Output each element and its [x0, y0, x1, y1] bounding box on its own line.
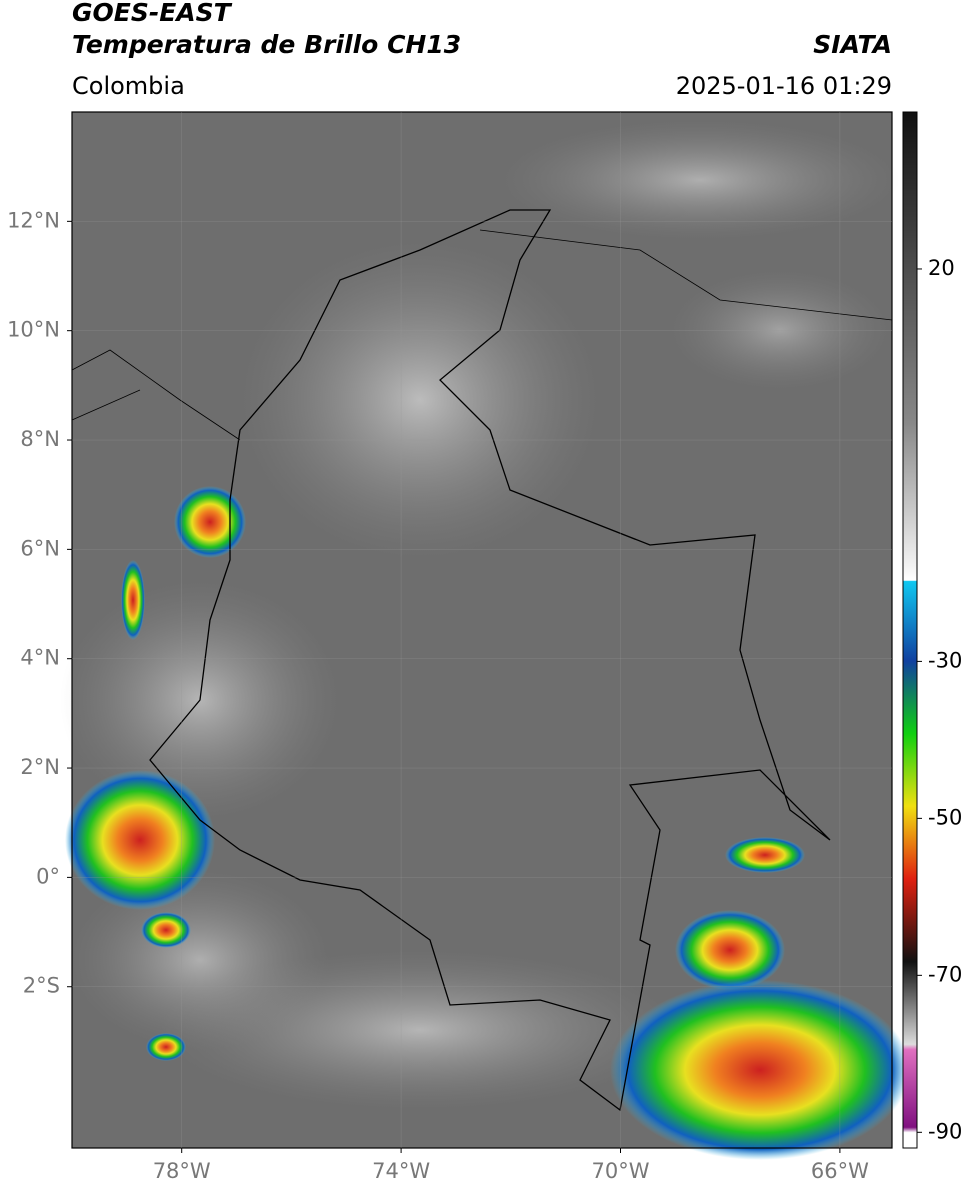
x-tick-label: 70°W	[591, 1159, 649, 1183]
colorbar	[902, 111, 918, 1149]
y-tick-label: 6°N	[20, 536, 60, 560]
colorbar-tick-label: 20	[928, 256, 955, 280]
y-tick-label: 4°N	[20, 646, 60, 670]
x-tick-label: 78°W	[153, 1159, 211, 1183]
map-frame	[71, 111, 893, 1149]
x-tick-label: 66°W	[811, 1159, 869, 1183]
convective-cells	[65, 486, 910, 1160]
y-tick-label: 2°S	[23, 974, 60, 998]
colorbar-tick-label: -70	[928, 962, 962, 986]
y-tick-label: 2°N	[20, 755, 60, 779]
region: Colombia	[72, 72, 185, 100]
y-tick-label: 0°	[36, 864, 60, 888]
timestamp: 2025-01-16 01:29	[675, 72, 892, 100]
colorbar-tick-label: -50	[928, 805, 962, 829]
colorbar-tick-label: -90	[928, 1119, 962, 1143]
country-border	[149, 209, 831, 1112]
colorbar-tick-label: -30	[928, 648, 962, 672]
x-tick-label: 74°W	[372, 1159, 430, 1183]
source: SIATA	[813, 30, 892, 59]
y-tick-label: 10°N	[7, 318, 60, 342]
y-tick-label: 8°N	[20, 427, 60, 451]
coastline	[71, 229, 893, 441]
subtitle: Temperatura de Brillo CH13	[72, 30, 462, 59]
y-tick-label: 12°N	[7, 208, 60, 232]
title: GOES-EAST	[72, 0, 231, 27]
